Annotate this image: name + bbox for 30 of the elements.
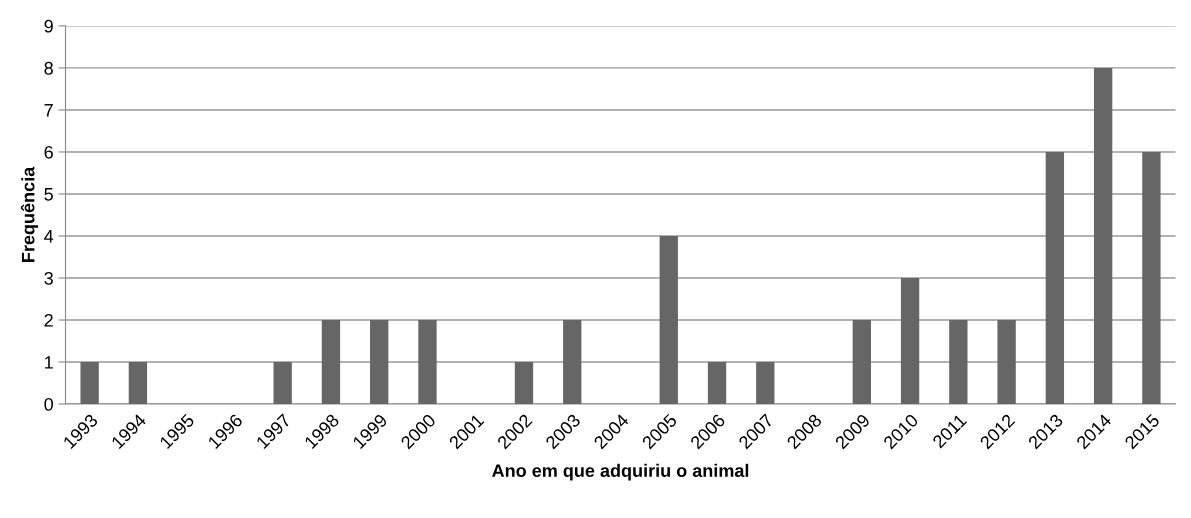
bar — [514, 362, 534, 405]
y-tick-label: 8 — [44, 61, 53, 75]
y-tick-label: 3 — [44, 271, 53, 285]
y-tick-label: 7 — [44, 104, 53, 117]
x-axis-title: Ano em que adquiriu o animal — [492, 463, 749, 481]
bar — [1045, 151, 1065, 405]
bar — [370, 320, 389, 405]
y-tick-label: 5 — [44, 188, 53, 201]
y-tick-label: 9 — [44, 19, 53, 33]
bar — [659, 235, 678, 405]
bar — [1093, 67, 1113, 405]
y-tick-label: 1 — [45, 356, 53, 369]
y-tick-label: 4 — [44, 230, 54, 243]
bar — [756, 362, 775, 405]
bar — [418, 320, 437, 405]
bar — [1142, 151, 1161, 405]
bar — [707, 362, 727, 405]
y-axis-title: Frequência — [20, 166, 39, 262]
bar — [321, 320, 341, 405]
bar — [273, 362, 292, 405]
bar — [997, 320, 1016, 405]
y-tick-label: 6 — [44, 145, 53, 159]
bar — [128, 362, 148, 405]
bar — [900, 277, 920, 405]
y-tick-label: 0 — [44, 397, 53, 411]
y-tick-label: 2 — [44, 313, 53, 327]
bar — [949, 320, 968, 405]
bar — [563, 320, 582, 405]
bar — [852, 320, 871, 405]
bar — [80, 362, 99, 405]
